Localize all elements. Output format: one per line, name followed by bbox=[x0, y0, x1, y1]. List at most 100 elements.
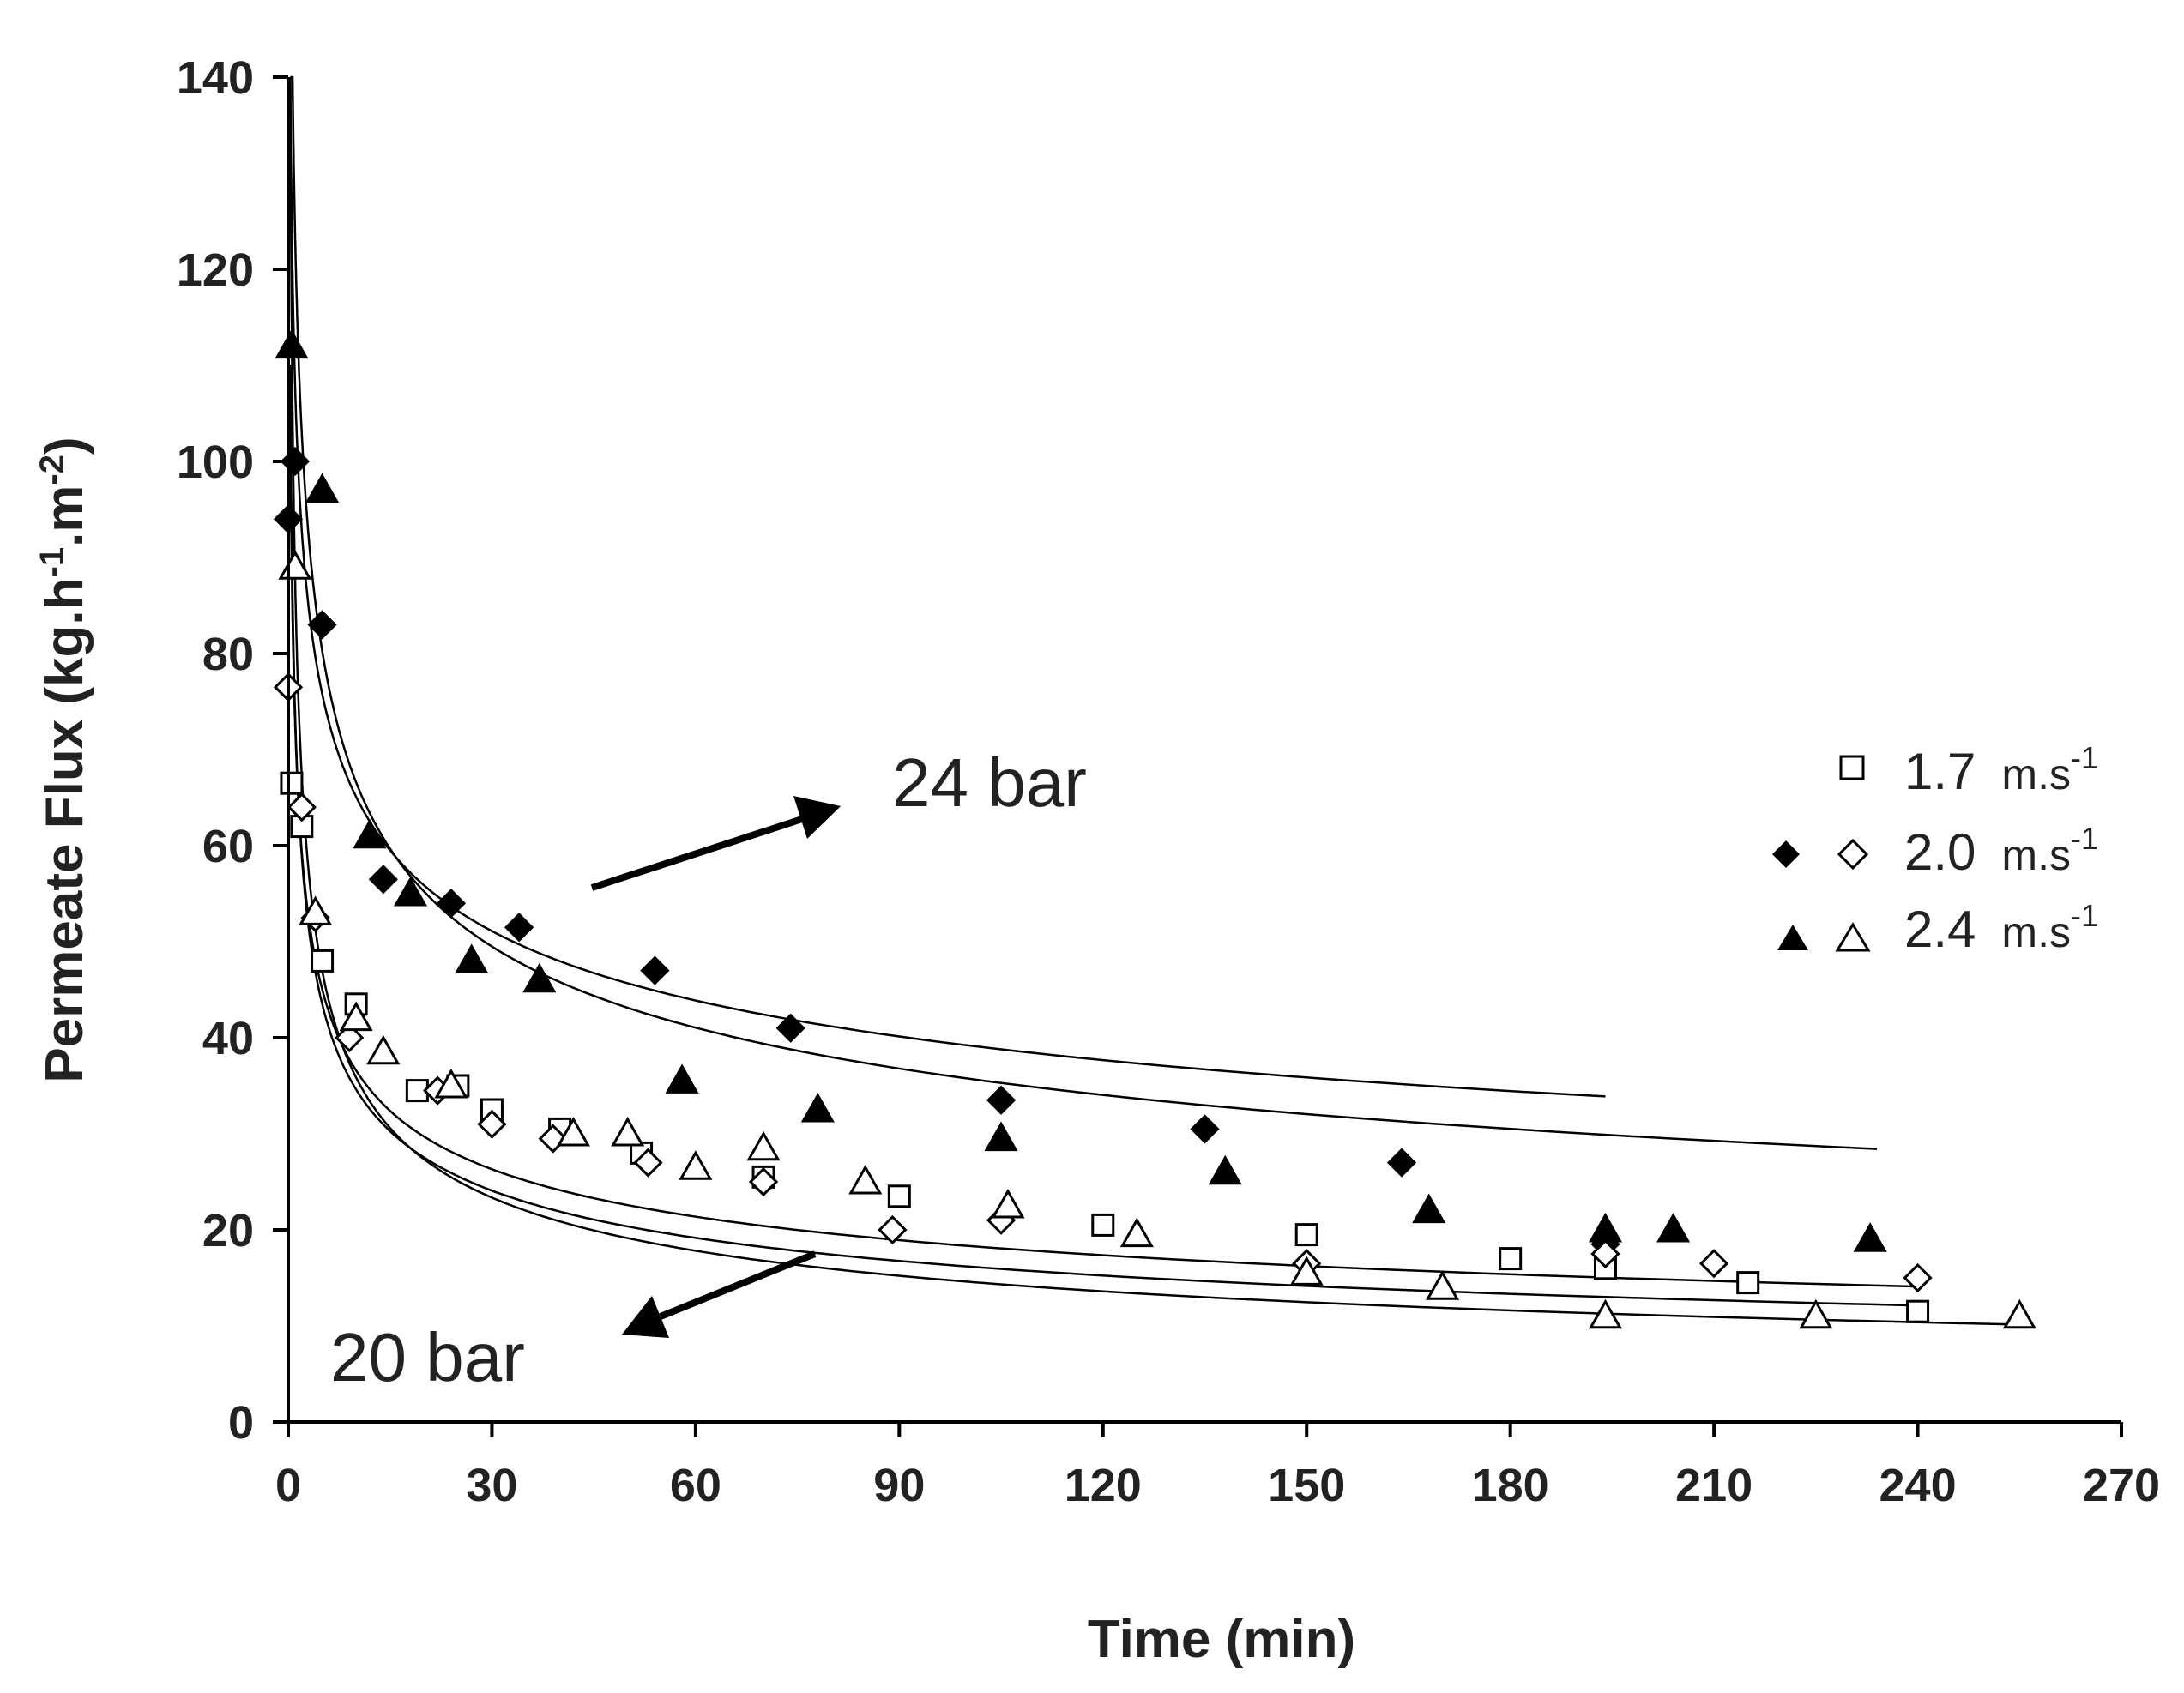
legend-marker-square-open bbox=[1839, 755, 1865, 780]
x-tick-label-60: 60 bbox=[670, 1460, 721, 1511]
point-s2-11 bbox=[1091, 1213, 1115, 1237]
point-s3-7 bbox=[633, 1148, 663, 1178]
annotation-20-bar: 20 bar bbox=[330, 1319, 525, 1395]
point-s0-9 bbox=[1190, 1114, 1220, 1144]
point-s3-5 bbox=[477, 1109, 507, 1139]
point-s0-3 bbox=[368, 865, 398, 895]
legend-unit-3: m.s bbox=[2001, 908, 2071, 956]
point-s2-10 bbox=[887, 1184, 911, 1208]
point-s3-13 bbox=[1698, 1249, 1729, 1279]
legend-unit-2: m.s bbox=[2001, 831, 2071, 879]
y-tick-label-20: 20 bbox=[202, 1205, 254, 1256]
point-s0-4 bbox=[436, 889, 467, 919]
point-s0-7 bbox=[775, 1013, 805, 1043]
point-s2-13 bbox=[1499, 1247, 1523, 1271]
point-s3-1 bbox=[287, 792, 317, 822]
annotation-24-bar: 24 bar bbox=[892, 744, 1087, 821]
legend-label-1: 1.7 m.s-1 bbox=[1904, 740, 2098, 800]
legend-marker-diamond-open bbox=[1837, 838, 1869, 871]
y-axis-title-main: Permeate Flux (kg.h bbox=[35, 577, 94, 1082]
axis-ticks: 0 30 60 90 120 150 180 210 240 270 0 20 40 60 80 100 120… bbox=[177, 52, 2160, 1511]
point-s2-2 bbox=[311, 949, 335, 973]
arrow-24-bar-line bbox=[590, 816, 804, 891]
point-s1-1 bbox=[305, 473, 340, 503]
point-s4-2 bbox=[339, 1001, 373, 1032]
legend-value-2: 2.0 bbox=[1904, 823, 1976, 881]
data-points bbox=[273, 328, 2036, 1329]
point-s4-12 bbox=[1289, 1256, 1324, 1286]
point-s3-9 bbox=[878, 1214, 908, 1245]
arrow-20-bar-head bbox=[622, 1296, 669, 1338]
point-s4-9 bbox=[848, 1164, 883, 1195]
legend-sup-2: -1 bbox=[2071, 821, 2098, 856]
legend-value-1: 1.7 bbox=[1904, 743, 1976, 800]
fit-line-1 bbox=[290, 75, 1878, 1150]
point-s1-10 bbox=[1412, 1193, 1446, 1224]
y-tick-label-140: 140 bbox=[177, 52, 254, 104]
y-axis-title-sup1: -1 bbox=[33, 547, 71, 578]
legend-unit-1: m.s bbox=[2001, 750, 2071, 798]
y-tick-label-60: 60 bbox=[202, 821, 254, 872]
point-s1-2 bbox=[353, 818, 387, 849]
legend-marker-triangle-filled bbox=[1777, 925, 1808, 950]
fit-line-2 bbox=[289, 364, 1918, 1307]
arrow-20-bar-line bbox=[659, 1250, 817, 1320]
x-tick-label-150: 150 bbox=[1268, 1460, 1345, 1511]
point-s3-3 bbox=[335, 1022, 365, 1053]
point-s1-11 bbox=[1588, 1212, 1623, 1243]
arrow-24-bar-head bbox=[793, 796, 841, 839]
x-tick-label-210: 210 bbox=[1675, 1460, 1753, 1511]
legend-sup-1: -1 bbox=[2071, 740, 2098, 775]
y-tick-label-100: 100 bbox=[177, 437, 254, 488]
point-s4-5 bbox=[556, 1116, 590, 1147]
legend-marker-diamond-filled bbox=[1772, 840, 1800, 868]
point-s4-15 bbox=[1799, 1298, 1833, 1329]
point-s4-14 bbox=[1588, 1298, 1623, 1329]
point-s1-13 bbox=[1853, 1222, 1887, 1252]
point-s2-15 bbox=[1736, 1271, 1760, 1295]
point-s1-6 bbox=[665, 1063, 699, 1094]
x-tick-label-30: 30 bbox=[466, 1460, 517, 1511]
point-s1-5 bbox=[522, 962, 557, 993]
y-tick-label-40: 40 bbox=[202, 1013, 254, 1064]
point-s3-8 bbox=[748, 1166, 779, 1197]
point-s0-2 bbox=[307, 610, 337, 640]
point-s4-1 bbox=[299, 895, 333, 925]
y-axis-title-mid: .m bbox=[35, 485, 94, 547]
point-s0-6 bbox=[640, 955, 670, 985]
x-tick-label-120: 120 bbox=[1065, 1460, 1142, 1511]
fit-line-3 bbox=[289, 415, 1918, 1288]
x-axis-title: Time (min) bbox=[1088, 1610, 1355, 1669]
x-tick-label-180: 180 bbox=[1472, 1460, 1549, 1511]
legend-label-2: 2.0 m.s-1 bbox=[1904, 821, 2098, 881]
point-s2-16 bbox=[1906, 1299, 1930, 1323]
point-s1-7 bbox=[800, 1092, 835, 1123]
point-s1-4 bbox=[455, 943, 489, 973]
y-tick-label-0: 0 bbox=[228, 1397, 254, 1449]
point-s4-7 bbox=[679, 1150, 713, 1180]
point-s1-12 bbox=[1656, 1212, 1691, 1243]
point-s0-5 bbox=[504, 913, 534, 943]
fit-line-4 bbox=[289, 77, 2027, 1326]
point-s0-8 bbox=[986, 1085, 1017, 1115]
point-s3-14 bbox=[1903, 1262, 1933, 1293]
legend-value-3: 2.4 bbox=[1904, 901, 1976, 958]
x-tick-label-0: 0 bbox=[275, 1460, 301, 1511]
point-s1-9 bbox=[1208, 1154, 1242, 1185]
legend-sup-3: -1 bbox=[2071, 898, 2098, 933]
legend-label-3: 2.4 m.s-1 bbox=[1904, 898, 2098, 958]
point-s4-3 bbox=[366, 1034, 401, 1065]
point-s2-12 bbox=[1294, 1223, 1318, 1247]
point-s4-8 bbox=[746, 1130, 781, 1161]
y-tick-label-120: 120 bbox=[177, 244, 254, 296]
legend: 1.7 m.s-1 2.0 m.s-1 2.4 m.s-1 bbox=[1772, 740, 2098, 958]
legend-marker-triangle-open bbox=[1835, 922, 1871, 952]
point-s4-16 bbox=[2002, 1298, 2036, 1329]
point-s1-0 bbox=[275, 328, 309, 359]
y-tick-label-80: 80 bbox=[202, 629, 254, 680]
x-tick-label-240: 240 bbox=[1879, 1460, 1957, 1511]
point-s2-0 bbox=[280, 771, 304, 795]
point-s4-10 bbox=[991, 1188, 1025, 1219]
point-s1-8 bbox=[984, 1121, 1018, 1152]
